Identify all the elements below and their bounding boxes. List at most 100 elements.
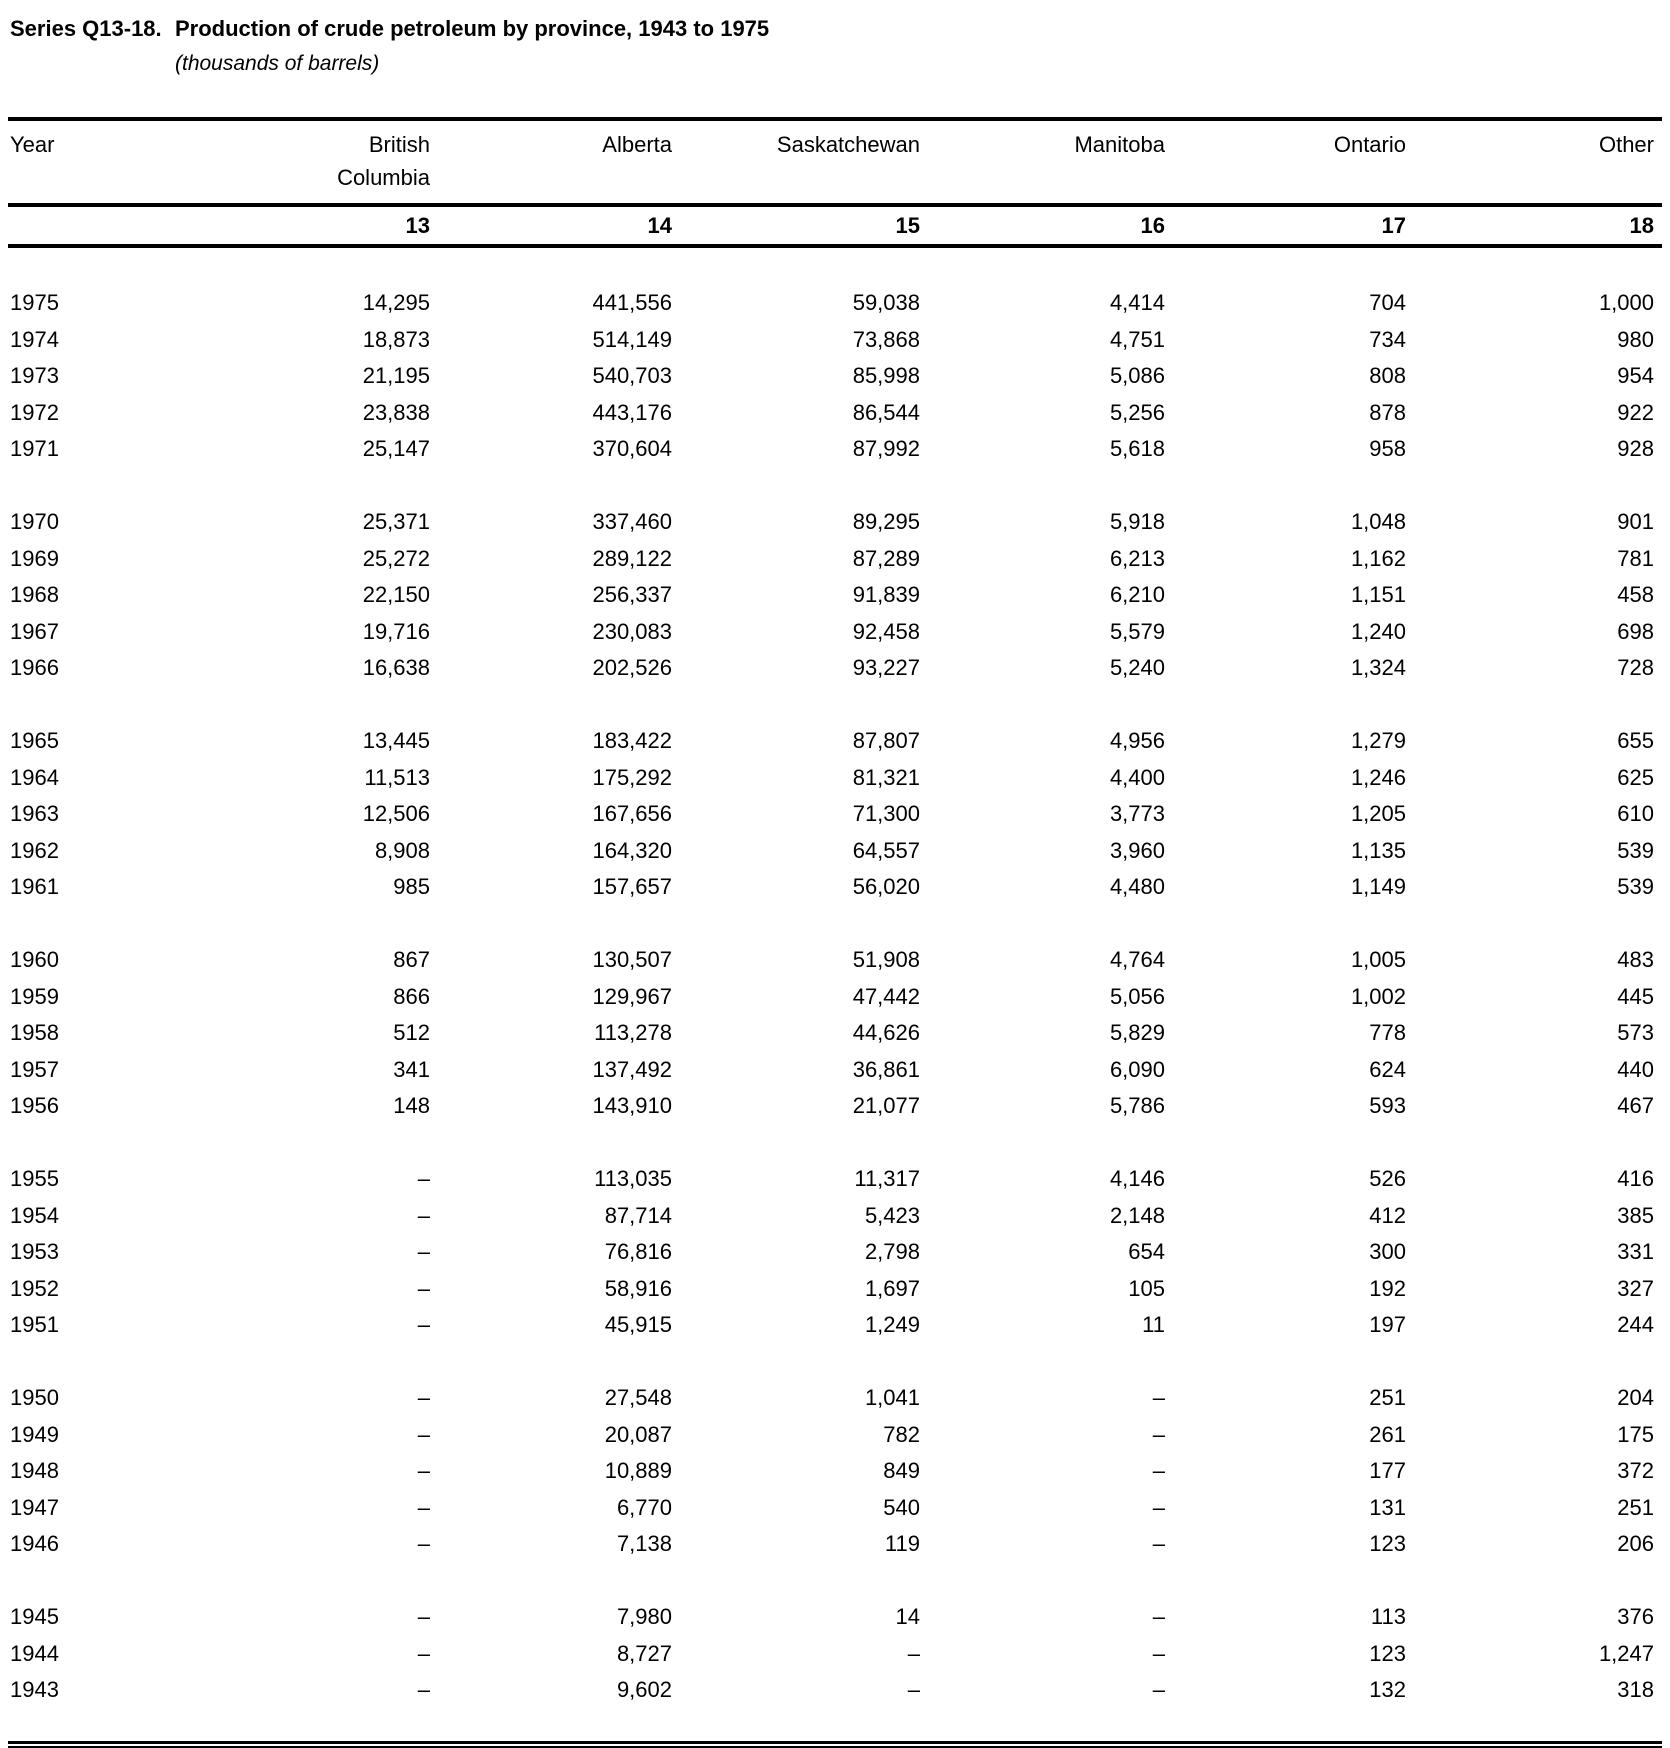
cell-ontario: 123 <box>1369 1531 1406 1557</box>
cell-alberta: 27,548 <box>604 1385 672 1411</box>
spacer-row <box>8 1125 1662 1162</box>
cell-ontario: 734 <box>1369 326 1406 352</box>
cell-saskatchewan: 56,020 <box>852 874 920 900</box>
cell-alberta: 129,967 <box>592 983 672 1009</box>
cell-british-columbia: – <box>417 1312 430 1338</box>
cell-year: 1966 <box>10 655 59 681</box>
cell-manitoba: 5,579 <box>1109 618 1165 644</box>
cell-british-columbia: 11,513 <box>364 764 430 790</box>
cell-manitoba: – <box>1152 1677 1165 1703</box>
cell-other: 901 <box>1617 509 1654 535</box>
cell-alberta: 167,656 <box>592 801 672 827</box>
cell-other: 539 <box>1617 874 1654 900</box>
cell-ontario: 778 <box>1369 1020 1406 1046</box>
cell-year: 1943 <box>10 1677 59 1703</box>
cell-saskatchewan: 36,861 <box>852 1056 920 1082</box>
cell-ontario: 1,246 <box>1350 764 1406 790</box>
cell-alberta: 289,122 <box>592 545 672 571</box>
series-number-13: 13 <box>170 205 430 248</box>
spacer-row <box>8 1563 1662 1600</box>
header-row-series-numbers: 13 14 15 16 17 18 <box>8 205 1662 248</box>
cell-year: 1963 <box>10 801 59 827</box>
column-header-alberta: Alberta <box>430 119 672 207</box>
cell-british-columbia: – <box>417 1166 430 1192</box>
cell-year: 1970 <box>10 509 59 535</box>
cell-ontario: 593 <box>1369 1093 1406 1119</box>
table-body: 1975 14,295 441,556 59,038 4,414 704 1,000 1974… <box>8 246 1662 1741</box>
cell-british-columbia: 16,638 <box>362 655 430 681</box>
spacer-row <box>8 1344 1662 1381</box>
cell-saskatchewan: 87,807 <box>852 728 920 754</box>
cell-manitoba: 6,213 <box>1109 545 1165 571</box>
cell-ontario: 624 <box>1369 1056 1406 1082</box>
cell-british-columbia: 25,371 <box>362 509 430 535</box>
cell-ontario: 192 <box>1369 1275 1406 1301</box>
cell-ontario: 177 <box>1369 1458 1406 1484</box>
table-row: 1970 25,371 337,460 89,295 5,918 1,048 901 <box>8 504 1662 541</box>
cell-other: 445 <box>1617 983 1654 1009</box>
cell-saskatchewan: 1,697 <box>864 1275 920 1301</box>
column-header-year: Year <box>8 119 170 207</box>
table-row: 1965 13,445 183,422 87,807 4,956 1,279 655 <box>8 723 1662 760</box>
cell-manitoba: 3,960 <box>1109 837 1165 863</box>
cell-alberta: 45,915 <box>604 1312 672 1338</box>
table-row: 1966 16,638 202,526 93,227 5,240 1,324 728 <box>8 650 1662 687</box>
cell-ontario: 197 <box>1369 1312 1406 1338</box>
cell-british-columbia: 512 <box>393 1020 430 1046</box>
cell-year: 1969 <box>10 545 59 571</box>
cell-ontario: 1,151 <box>1350 582 1406 608</box>
cell-british-columbia: 25,272 <box>362 545 430 571</box>
cell-british-columbia: 13,445 <box>362 728 430 754</box>
cell-british-columbia: 148 <box>393 1093 430 1119</box>
cell-manitoba: 5,056 <box>1109 983 1165 1009</box>
cell-saskatchewan: 59,038 <box>852 290 920 316</box>
cell-alberta: 137,492 <box>592 1056 672 1082</box>
cell-ontario: 131 <box>1369 1494 1406 1520</box>
table-row: 1952 – 58,916 1,697 105 192 327 <box>8 1271 1662 1308</box>
series-label: Series Q13-18. <box>10 16 162 41</box>
cell-british-columbia: – <box>417 1604 430 1630</box>
cell-ontario: 1,048 <box>1350 509 1406 535</box>
table-row: 1954 – 87,714 5,423 2,148 412 385 <box>8 1198 1662 1235</box>
cell-saskatchewan: 91,839 <box>852 582 920 608</box>
cell-other: 467 <box>1617 1093 1654 1119</box>
column-header-manitoba: Manitoba <box>920 119 1165 207</box>
cell-saskatchewan: 540 <box>883 1494 920 1520</box>
table-row: 1959 866 129,967 47,442 5,056 1,002 445 <box>8 979 1662 1016</box>
cell-ontario: 251 <box>1369 1385 1406 1411</box>
table-row: 1968 22,150 256,337 91,839 6,210 1,151 458 <box>8 577 1662 614</box>
cell-manitoba: 2,148 <box>1109 1202 1165 1228</box>
cell-british-columbia: – <box>417 1531 430 1557</box>
cell-manitoba: 11 <box>1142 1312 1165 1338</box>
cell-other: 376 <box>1617 1604 1654 1630</box>
table-row: 1974 18,873 514,149 73,868 4,751 734 980 <box>8 322 1662 359</box>
cell-ontario: 1,240 <box>1350 618 1406 644</box>
cell-alberta: 202,526 <box>592 655 672 681</box>
cell-manitoba: 5,786 <box>1109 1093 1165 1119</box>
table-row: 1944 – 8,727 – – 123 1,247 <box>8 1636 1662 1673</box>
cell-other: 318 <box>1617 1677 1654 1703</box>
cell-saskatchewan: 87,289 <box>852 545 920 571</box>
table-row: 1948 – 10,889 849 – 177 372 <box>8 1453 1662 1490</box>
cell-alberta: 87,714 <box>604 1202 672 1228</box>
cell-british-columbia: 985 <box>393 874 430 900</box>
cell-saskatchewan: 89,295 <box>852 509 920 535</box>
cell-alberta: 10,889 <box>604 1458 672 1484</box>
cell-alberta: 175,292 <box>592 764 672 790</box>
cell-other: 573 <box>1617 1020 1654 1046</box>
cell-alberta: 183,422 <box>592 728 672 754</box>
cell-alberta: 130,507 <box>592 947 672 973</box>
cell-alberta: 157,657 <box>592 874 672 900</box>
cell-saskatchewan: 21,077 <box>852 1093 920 1119</box>
table-end-rule <box>8 1740 1662 1748</box>
header-row-names: Year British Columbia Alberta Saskatchew… <box>8 119 1662 207</box>
cell-british-columbia: – <box>417 1494 430 1520</box>
cell-alberta: 370,604 <box>592 436 672 462</box>
table-row: 1975 14,295 441,556 59,038 4,414 704 1,000 <box>8 285 1662 322</box>
cell-year: 1948 <box>10 1458 59 1484</box>
cell-ontario: 1,324 <box>1350 655 1406 681</box>
cell-year: 1954 <box>10 1202 59 1228</box>
table-row: 1971 25,147 370,604 87,992 5,618 958 928 <box>8 431 1662 468</box>
table-title-row: Series Q13-18. Production of crude petro… <box>0 0 1670 42</box>
